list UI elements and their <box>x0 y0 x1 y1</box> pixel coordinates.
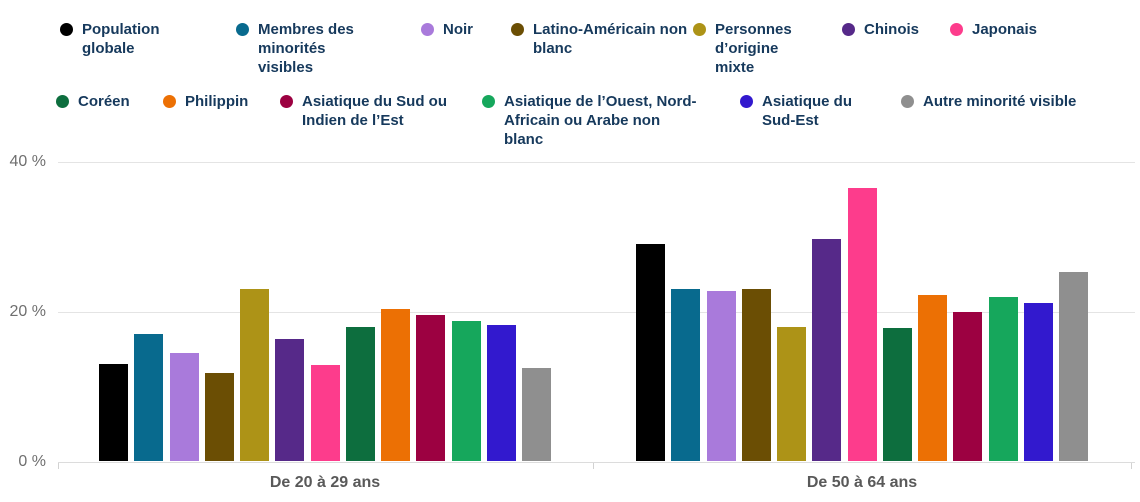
legend-dot-chinois <box>842 23 855 36</box>
x-axis-label-50-64: De 50 à 64 ans <box>806 474 918 491</box>
legend-item-asiatique-de-louest-nord-africain-ou-arabe-non-blanc[interactable]: Asiatique de l’Ouest, Nord-Africain ou A… <box>482 92 699 149</box>
legend-label: Noir <box>443 21 473 38</box>
x-axis-tick-end <box>1131 463 1132 469</box>
x-axis-line <box>58 462 1135 463</box>
bar-autre-minorite-visible-de-20-a-29-ans[interactable] <box>522 368 551 461</box>
y-axis-tick-20: 20 % <box>9 303 46 320</box>
legend-dot-autre-minorite-visible <box>901 95 914 108</box>
legend-label: Population globale <box>82 21 160 57</box>
bar-noir-de-20-a-29-ans[interactable] <box>169 353 199 461</box>
bar-asiatique-de-louest-nord-africain-ou-arabe-non-blanc-de-50-a-64-ans[interactable] <box>988 297 1018 461</box>
legend-label: Autre minorité visible <box>923 93 1077 110</box>
legend-label: Asiatique du Sud ou Indien de l’Est <box>302 93 447 129</box>
legend-item-noir[interactable]: Noir <box>421 20 473 39</box>
x-axis-tick-start <box>58 463 59 469</box>
legend-dot-personnes-dorigine-mixte <box>693 23 706 36</box>
legend-label: Chinois <box>864 21 919 38</box>
legend-item-population-globale[interactable]: Population globale <box>60 20 177 58</box>
bar-population-globale-de-50-a-64-ans[interactable] <box>636 244 665 461</box>
plot-area <box>58 162 1135 469</box>
legend-dot-population-globale <box>60 23 73 36</box>
bar-membres-des-minorites-visibles-de-20-a-29-ans[interactable] <box>134 334 164 461</box>
legend-label: Latino-Américain non blanc <box>533 21 688 57</box>
bar-japonais-de-20-a-29-ans[interactable] <box>310 365 340 461</box>
legend-item-asiatique-du-sud-ou-indien-de-lest[interactable]: Asiatique du Sud ou Indien de l’Est <box>280 92 467 130</box>
y-axis-tick-40: 40 % <box>9 153 46 170</box>
legend-dot-asiatique-de-louest-nord-africain-ou-arabe-non-blanc <box>482 95 495 108</box>
bar-chinois-de-20-a-29-ans[interactable] <box>275 339 305 461</box>
legend-dot-philippin <box>163 95 176 108</box>
bar-asiatique-de-louest-nord-africain-ou-arabe-non-blanc-de-20-a-29-ans[interactable] <box>451 321 481 461</box>
bar-chinois-de-50-a-64-ans[interactable] <box>812 239 842 461</box>
bar-asiatique-du-sud-ou-indien-de-lest-de-50-a-64-ans[interactable] <box>953 312 983 461</box>
bar-asiatique-du-sud-est-de-50-a-64-ans[interactable] <box>1023 303 1053 461</box>
x-axis-tick-middle <box>593 463 594 469</box>
bar-philippin-de-50-a-64-ans[interactable] <box>918 295 947 461</box>
y-axis-tick-0: 0 % <box>18 453 46 470</box>
bar-coreen-de-50-a-64-ans[interactable] <box>882 328 912 461</box>
bar-latino-americain-non-blanc-de-20-a-29-ans[interactable] <box>204 373 234 461</box>
legend-item-chinois[interactable]: Chinois <box>842 20 919 39</box>
bar-autre-minorite-visible-de-50-a-64-ans[interactable] <box>1059 272 1088 461</box>
bar-coreen-de-20-a-29-ans[interactable] <box>345 327 375 461</box>
bar-philippin-de-20-a-29-ans[interactable] <box>381 309 410 461</box>
gridline-20pct <box>58 312 1135 313</box>
legend-label: Asiatique de l’Ouest, Nord-Africain ou A… <box>504 93 697 148</box>
bar-personnes-dorigine-mixte-de-20-a-29-ans[interactable] <box>240 289 269 461</box>
legend-dot-asiatique-du-sud-est <box>740 95 753 108</box>
legend-label: Japonais <box>972 21 1038 38</box>
legend-item-philippin[interactable]: Philippin <box>163 92 248 111</box>
legend-item-coreen[interactable]: Coréen <box>56 92 130 111</box>
legend-dot-coreen <box>56 95 69 108</box>
legend-dot-japonais <box>950 23 963 36</box>
bar-japonais-de-50-a-64-ans[interactable] <box>847 188 877 461</box>
legend-item-autre-minorite-visible[interactable]: Autre minorité visible <box>901 92 1076 111</box>
bar-population-globale-de-20-a-29-ans[interactable] <box>99 364 128 461</box>
legend-item-membres-des-minorites-visibles[interactable]: Membres des minorités visibles <box>236 20 376 77</box>
legend-label: Coréen <box>78 93 130 110</box>
legend-item-latino-americain-non-blanc[interactable]: Latino-Américain non blanc <box>511 20 688 58</box>
bar-personnes-dorigine-mixte-de-50-a-64-ans[interactable] <box>777 327 806 461</box>
bar-asiatique-du-sud-est-de-20-a-29-ans[interactable] <box>486 325 516 461</box>
legend-label: Asiatique du Sud-Est <box>762 93 853 129</box>
x-axis-label-20-29: De 20 à 29 ans <box>269 474 381 491</box>
legend-label: Personnes d’origine mixte <box>715 21 792 76</box>
legend-item-japonais[interactable]: Japonais <box>950 20 1037 39</box>
legend-dot-asiatique-du-sud-ou-indien-de-lest <box>280 95 293 108</box>
bar-membres-des-minorites-visibles-de-50-a-64-ans[interactable] <box>671 289 701 461</box>
legend-dot-noir <box>421 23 434 36</box>
legend-item-asiatique-du-sud-est[interactable]: Asiatique du Sud-Est <box>740 92 872 130</box>
legend-label: Membres des minorités visibles <box>258 21 354 76</box>
bar-asiatique-du-sud-ou-indien-de-lest-de-20-a-29-ans[interactable] <box>416 315 446 461</box>
legend-dot-membres-des-minorites-visibles <box>236 23 249 36</box>
bar-latino-americain-non-blanc-de-50-a-64-ans[interactable] <box>741 289 771 461</box>
bar-noir-de-50-a-64-ans[interactable] <box>706 291 736 461</box>
chart-legend: Population globale Membres des minorités … <box>0 0 1140 150</box>
gridline-40pct <box>58 162 1135 163</box>
legend-item-personnes-dorigine-mixte[interactable]: Personnes d’origine mixte <box>693 20 815 77</box>
legend-dot-latino-americain-non-blanc <box>511 23 524 36</box>
bar-group-20-29 <box>99 162 551 461</box>
bar-group-50-64 <box>636 162 1088 461</box>
legend-label: Philippin <box>185 93 249 110</box>
